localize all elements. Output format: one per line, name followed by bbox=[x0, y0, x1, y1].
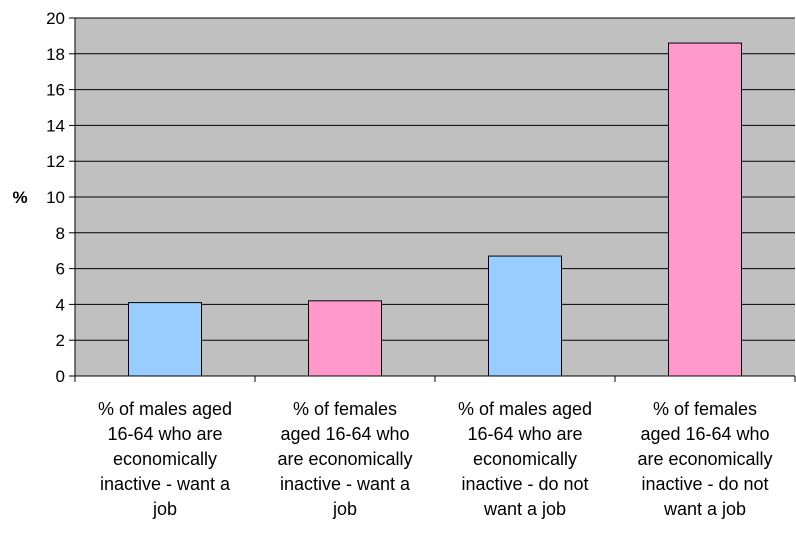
y-tick-label: 12 bbox=[46, 152, 65, 171]
x-category-label-line: % of males aged bbox=[457, 399, 593, 419]
x-category-label: % of females aged 16-64 who are economical… bbox=[617, 397, 793, 522]
x-category-label-line: economically bbox=[472, 449, 578, 469]
x-category-label-line: economically bbox=[112, 449, 218, 469]
x-category-label: % of males aged 16-64 who are economically… bbox=[77, 397, 253, 522]
x-category-label-line: % of males aged bbox=[97, 399, 233, 419]
y-tick-label: 0 bbox=[56, 367, 65, 386]
x-category-label-line: % of females bbox=[292, 399, 398, 419]
y-tick-label: 8 bbox=[56, 224, 65, 243]
x-category-label-line: want a job bbox=[483, 499, 567, 519]
y-tick-label: 4 bbox=[56, 295, 65, 314]
y-tick-label: 14 bbox=[46, 116, 65, 135]
y-tick-labels: 0 2 4 6 8 10 12 14 16 18 20 bbox=[46, 9, 65, 386]
y-tick-label: 18 bbox=[46, 45, 65, 64]
x-category-label-line: inactive - do not bbox=[461, 474, 589, 494]
y-tick-label: 10 bbox=[46, 188, 65, 207]
x-category-label-line: want a job bbox=[663, 499, 747, 519]
y-tick-label: 20 bbox=[46, 9, 65, 28]
y-tick-label: 16 bbox=[46, 81, 65, 100]
x-category-label-line: 16-64 who are bbox=[107, 424, 223, 444]
axes bbox=[69, 17, 796, 382]
x-category-label-line: 16-64 who are bbox=[467, 424, 583, 444]
x-category-label-line: inactive - want a bbox=[99, 474, 231, 494]
x-category-label-line: are economically bbox=[637, 449, 773, 469]
y-axis-label: % bbox=[12, 188, 27, 207]
y-tick-label: 6 bbox=[56, 260, 65, 279]
x-category-label: % of males aged 16-64 who are economically… bbox=[437, 397, 613, 522]
x-category-label-line: inactive - do not bbox=[641, 474, 769, 494]
bar bbox=[128, 302, 202, 377]
x-category-label-line: % of females bbox=[652, 399, 758, 419]
y-tick-label: 2 bbox=[56, 331, 65, 350]
x-category-label-line: job bbox=[332, 499, 358, 519]
x-category-label-line: are economically bbox=[277, 449, 413, 469]
x-category-label-line: aged 16-64 who bbox=[280, 424, 410, 444]
bars bbox=[128, 42, 742, 377]
x-category-label: % of females aged 16-64 who are economical… bbox=[257, 397, 433, 522]
x-category-label-line: aged 16-64 who bbox=[640, 424, 770, 444]
bar bbox=[488, 255, 562, 377]
x-category-label-line: job bbox=[152, 499, 178, 519]
bar bbox=[308, 300, 382, 377]
bar bbox=[668, 42, 742, 377]
x-category-label-line: inactive - want a bbox=[279, 474, 411, 494]
